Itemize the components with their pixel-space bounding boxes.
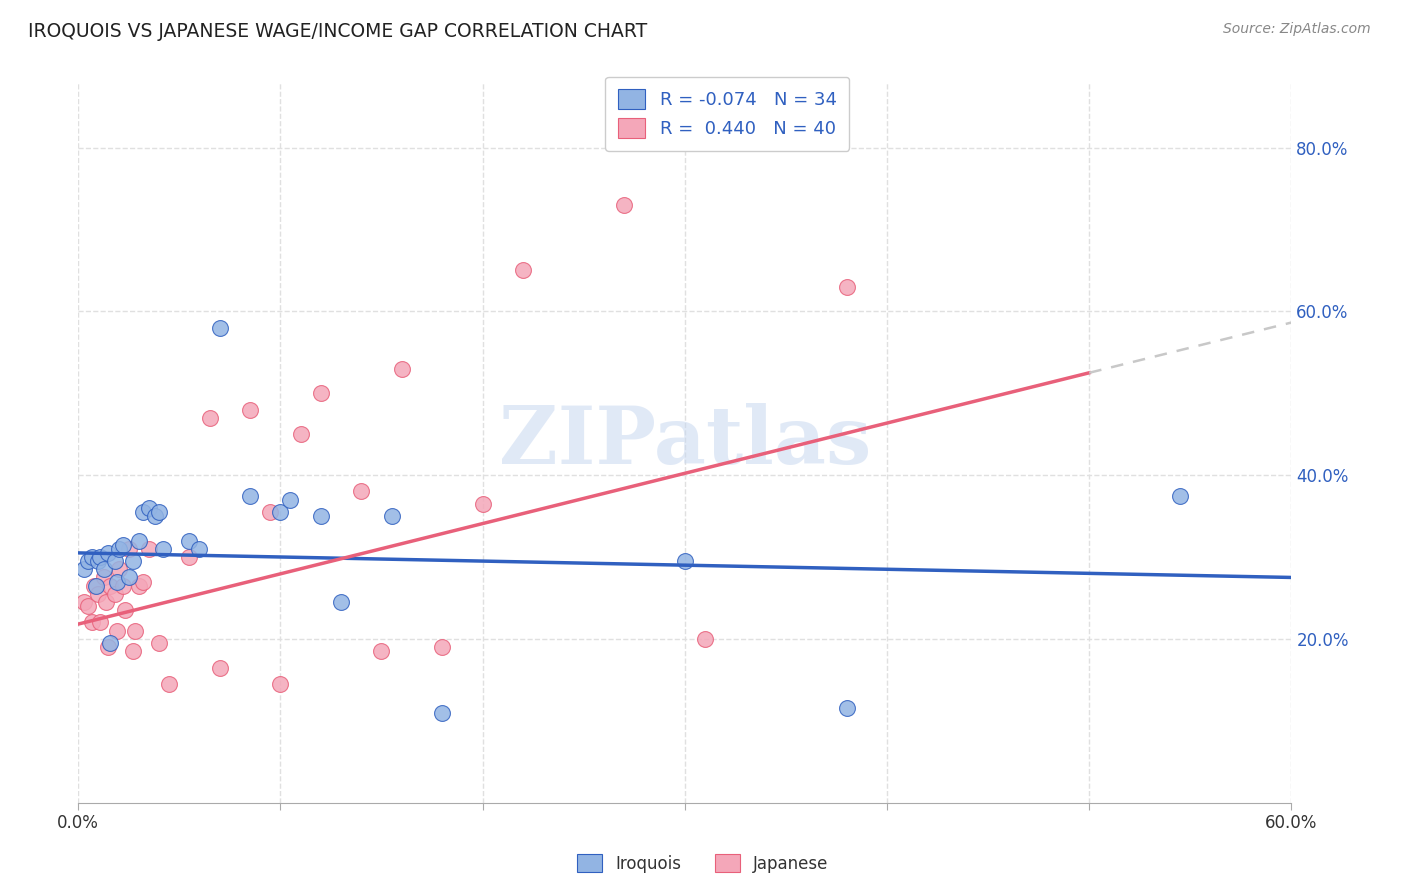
Point: [100, 636, 122, 650]
Point: [1168, 489, 1191, 503]
Point: [114, 603, 136, 617]
Point: [105, 624, 128, 638]
Point: [673, 554, 696, 568]
Point: [391, 361, 413, 376]
Point: [97, 640, 120, 654]
Point: [107, 541, 129, 556]
Point: [89, 615, 111, 630]
Legend: Iroquois, Japanese: Iroquois, Japanese: [571, 847, 835, 880]
Text: IROQUOIS VS JAPANESE WAGE/INCOME GAP CORRELATION CHART: IROQUOIS VS JAPANESE WAGE/INCOME GAP COR…: [28, 22, 647, 41]
Point: [121, 644, 143, 658]
Point: [835, 280, 858, 294]
Text: Source: ZipAtlas.com: Source: ZipAtlas.com: [1223, 22, 1371, 37]
Point: [430, 640, 453, 654]
Point: [138, 500, 160, 515]
Point: [157, 677, 180, 691]
Point: [96, 595, 118, 609]
Point: [93, 562, 115, 576]
Point: [73, 562, 96, 576]
Point: [350, 484, 373, 499]
Point: [239, 489, 262, 503]
Point: [693, 632, 716, 646]
Point: [111, 538, 134, 552]
Point: [198, 410, 221, 425]
Point: [124, 624, 146, 638]
Point: [430, 706, 453, 720]
Point: [105, 574, 128, 589]
Point: [87, 587, 110, 601]
Point: [73, 595, 96, 609]
Point: [208, 320, 231, 334]
Point: [208, 660, 231, 674]
Point: [269, 505, 291, 519]
Text: ZIPatlas: ZIPatlas: [499, 403, 870, 482]
Point: [107, 562, 129, 576]
Point: [309, 509, 332, 524]
Legend: R = -0.074   N = 34, R =  0.440   N = 40: R = -0.074 N = 34, R = 0.440 N = 40: [606, 77, 849, 151]
Point: [512, 263, 534, 277]
Point: [148, 505, 170, 519]
Point: [118, 570, 141, 584]
Point: [77, 599, 100, 613]
Point: [93, 570, 115, 584]
Point: [111, 579, 134, 593]
Point: [86, 579, 108, 593]
Point: [121, 554, 143, 568]
Point: [77, 554, 100, 568]
Point: [370, 644, 392, 658]
Point: [179, 549, 201, 564]
Point: [138, 541, 160, 556]
Point: [82, 549, 104, 564]
Point: [82, 615, 104, 630]
Point: [132, 574, 155, 589]
Point: [309, 386, 332, 401]
Point: [87, 554, 110, 568]
Point: [148, 636, 170, 650]
Point: [188, 541, 211, 556]
Point: [280, 492, 302, 507]
Point: [239, 402, 262, 417]
Point: [152, 541, 174, 556]
Point: [89, 549, 111, 564]
Point: [103, 554, 125, 568]
Point: [330, 595, 353, 609]
Point: [100, 579, 122, 593]
Point: [128, 579, 150, 593]
Point: [97, 546, 120, 560]
Point: [290, 427, 312, 442]
Point: [118, 541, 141, 556]
Point: [269, 677, 291, 691]
Point: [835, 701, 858, 715]
Point: [143, 509, 166, 524]
Point: [259, 505, 281, 519]
Point: [103, 587, 125, 601]
Point: [613, 198, 636, 212]
Point: [471, 497, 494, 511]
Point: [179, 533, 201, 548]
Point: [83, 579, 105, 593]
Point: [380, 509, 402, 524]
Point: [132, 505, 155, 519]
Point: [128, 533, 150, 548]
